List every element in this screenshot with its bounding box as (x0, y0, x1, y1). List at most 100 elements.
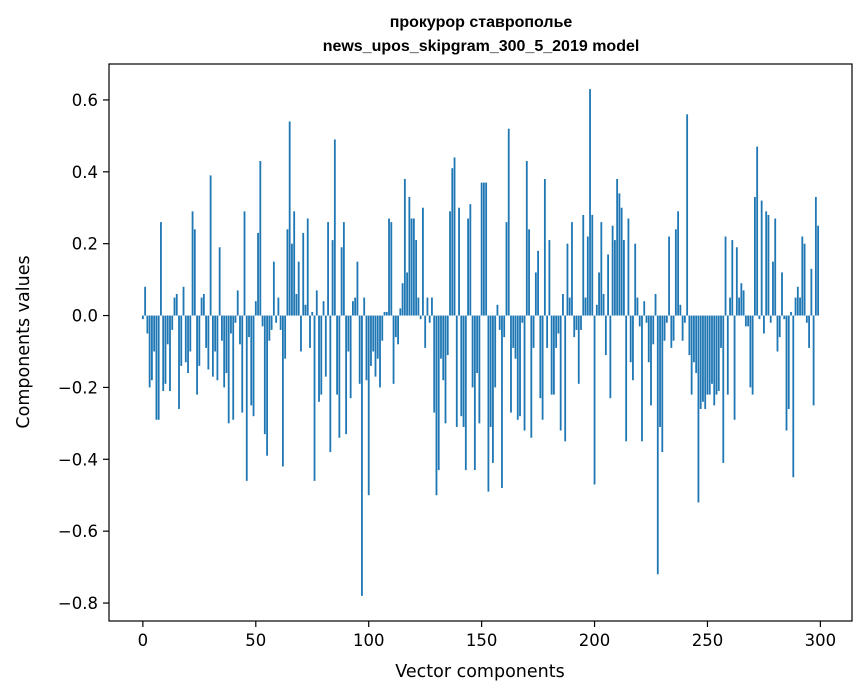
bar (284, 315, 287, 359)
bar (501, 315, 503, 489)
y-tick-label: −0.4 (58, 450, 98, 469)
bar (151, 315, 153, 381)
bar (724, 236, 727, 316)
bar (720, 315, 722, 348)
bar (706, 315, 709, 395)
bar (609, 315, 612, 399)
bar (406, 272, 409, 316)
bar (304, 304, 307, 316)
bar (422, 207, 424, 316)
bar (763, 315, 765, 334)
bar (257, 232, 259, 316)
bar (679, 304, 682, 316)
bar (790, 311, 792, 316)
bar (261, 315, 264, 327)
bar (376, 315, 379, 359)
bar (451, 168, 454, 316)
bar (772, 261, 774, 316)
bar (548, 240, 551, 316)
bar (783, 315, 786, 320)
bar (523, 315, 526, 431)
bar (216, 315, 219, 381)
bar (419, 315, 422, 320)
bar (352, 301, 354, 316)
y-tick-label: −0.6 (58, 522, 98, 541)
bar (169, 315, 171, 392)
bar (582, 214, 585, 316)
bar (424, 315, 427, 348)
chart-subtitle: news_upos_skipgram_300_5_2019 model (323, 38, 640, 55)
bar (801, 236, 804, 316)
bar (426, 297, 429, 316)
bar (365, 315, 368, 381)
bar (817, 225, 820, 316)
bar (252, 315, 255, 417)
bar (356, 261, 359, 316)
bar (338, 315, 341, 438)
bar (814, 196, 817, 316)
bar (532, 315, 535, 348)
bar (361, 315, 363, 596)
bar (516, 315, 519, 420)
bar (586, 236, 589, 316)
bar (401, 283, 404, 316)
bar (440, 315, 442, 359)
bar (397, 315, 399, 345)
bar (555, 315, 558, 348)
bar (668, 236, 670, 316)
bar (753, 196, 756, 316)
bar (178, 315, 180, 409)
bar (559, 315, 562, 431)
bar (632, 315, 634, 381)
bar (444, 315, 447, 424)
bar (331, 240, 334, 316)
bar (722, 315, 725, 463)
bar (661, 315, 664, 453)
bar (211, 315, 214, 377)
bar (528, 229, 530, 316)
chart-title: прокурор ставрополье (390, 14, 573, 31)
bar (342, 222, 345, 316)
bar (412, 218, 415, 316)
bar (153, 315, 156, 352)
bar (659, 315, 661, 427)
bar (627, 218, 630, 316)
bar (607, 254, 609, 316)
bar (340, 247, 343, 316)
bar (218, 247, 221, 316)
bar (595, 304, 598, 316)
bar (347, 315, 350, 352)
bar (184, 315, 187, 363)
bar (449, 211, 451, 316)
bar (733, 315, 736, 420)
x-axis-ticks: 0 50 100 150 200 250 300 (138, 621, 836, 650)
bar (202, 293, 205, 316)
bar (740, 283, 743, 316)
y-tick-label: 0.4 (72, 163, 98, 182)
y-tick-label: 0.2 (72, 235, 98, 254)
bar (541, 315, 544, 420)
bar (367, 315, 370, 496)
bar (160, 222, 162, 316)
bar (437, 315, 440, 471)
bar (566, 243, 569, 316)
bar (796, 286, 799, 316)
bar (677, 211, 680, 316)
bar (431, 297, 433, 316)
bar (525, 161, 528, 316)
bar-series (141, 89, 820, 596)
bar (584, 297, 587, 316)
bar (239, 315, 241, 345)
bar (492, 315, 494, 463)
bar (503, 315, 506, 338)
bar (708, 315, 711, 395)
bar (207, 315, 210, 370)
x-tick-label: 250 (692, 631, 724, 650)
bar (711, 315, 713, 384)
bar (385, 311, 388, 316)
bar (345, 315, 348, 435)
bar (618, 193, 621, 316)
bar (146, 315, 149, 334)
bar (512, 315, 515, 348)
bar (372, 315, 375, 352)
